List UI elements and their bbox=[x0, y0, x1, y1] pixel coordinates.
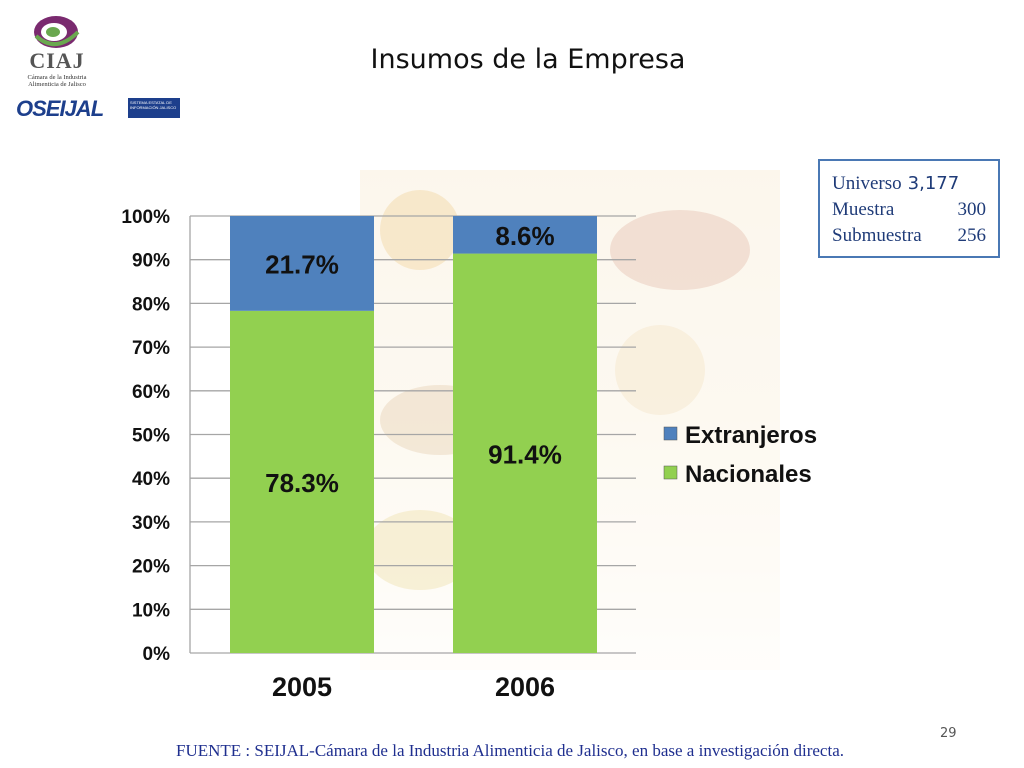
x-tick-label: 2005 bbox=[272, 672, 332, 702]
bar-nacionales-2005 bbox=[230, 310, 374, 653]
info-value: 300 bbox=[957, 199, 987, 220]
ciaj-logo-subtitle: Cámara de la Industria Alimenticia de Ja… bbox=[27, 74, 87, 88]
x-tick-label: 2006 bbox=[495, 672, 555, 702]
y-tick-label: 100% bbox=[121, 207, 170, 228]
bar-data-label: 91.4% bbox=[488, 439, 562, 469]
ciaj-emblem-icon bbox=[34, 16, 80, 48]
y-tick-label: 50% bbox=[132, 426, 170, 447]
bar-nacionales-2006 bbox=[453, 253, 597, 653]
seijal-logo-subtitle: SISTEMA ESTATAL DE INFORMACIÓN JALISCO bbox=[128, 98, 180, 118]
bar-data-label: 78.3% bbox=[265, 468, 339, 498]
legend-swatch bbox=[663, 465, 678, 480]
info-row-universo: Universo 3,177 bbox=[832, 171, 986, 197]
info-label: Muestra bbox=[832, 199, 895, 220]
info-value: 3,177 bbox=[907, 173, 960, 194]
legend-label: Nacionales bbox=[685, 461, 812, 488]
seijal-logo-text: OSEIJAL bbox=[16, 96, 104, 121]
y-tick-label: 10% bbox=[132, 600, 170, 621]
ciaj-logo: CIAJ Cámara de la Industria Alimenticia … bbox=[18, 12, 100, 92]
slide-title: Insumos de la Empresa bbox=[370, 44, 686, 75]
y-tick-label: 60% bbox=[132, 382, 170, 403]
y-tick-label: 0% bbox=[143, 644, 171, 665]
info-row-submuestra: Submuestra 256 bbox=[832, 223, 986, 249]
y-tick-label: 80% bbox=[132, 294, 170, 315]
info-label: Universo bbox=[832, 173, 902, 194]
source-note: FUENTE : SEIJAL-Cámara de la Industria A… bbox=[176, 741, 844, 760]
info-row-muestra: Muestra 300 bbox=[832, 197, 986, 223]
info-label: Submuestra bbox=[832, 225, 922, 246]
info-value: 256 bbox=[957, 225, 987, 246]
legend-label: Extranjeros bbox=[685, 422, 817, 449]
legend-swatch bbox=[663, 426, 678, 441]
y-tick-label: 20% bbox=[132, 557, 170, 578]
bar-data-label: 8.6% bbox=[495, 221, 554, 251]
y-tick-label: 30% bbox=[132, 513, 170, 534]
page-number: 29 bbox=[940, 726, 957, 741]
sample-info-box: Universo 3,177 Muestra 300 Submuestra 256 bbox=[818, 159, 1000, 258]
bar-data-label: 21.7% bbox=[265, 249, 339, 279]
y-tick-label: 90% bbox=[132, 251, 170, 272]
y-tick-label: 70% bbox=[132, 338, 170, 359]
y-tick-label: 40% bbox=[132, 469, 170, 490]
bar-extranjeros-2006 bbox=[453, 216, 597, 254]
seijal-logo: OSEIJAL SISTEMA ESTATAL DE INFORMACIÓN J… bbox=[16, 96, 180, 121]
bar-extranjeros-2005 bbox=[230, 216, 374, 311]
ciaj-logo-text: CIAJ bbox=[29, 48, 85, 73]
